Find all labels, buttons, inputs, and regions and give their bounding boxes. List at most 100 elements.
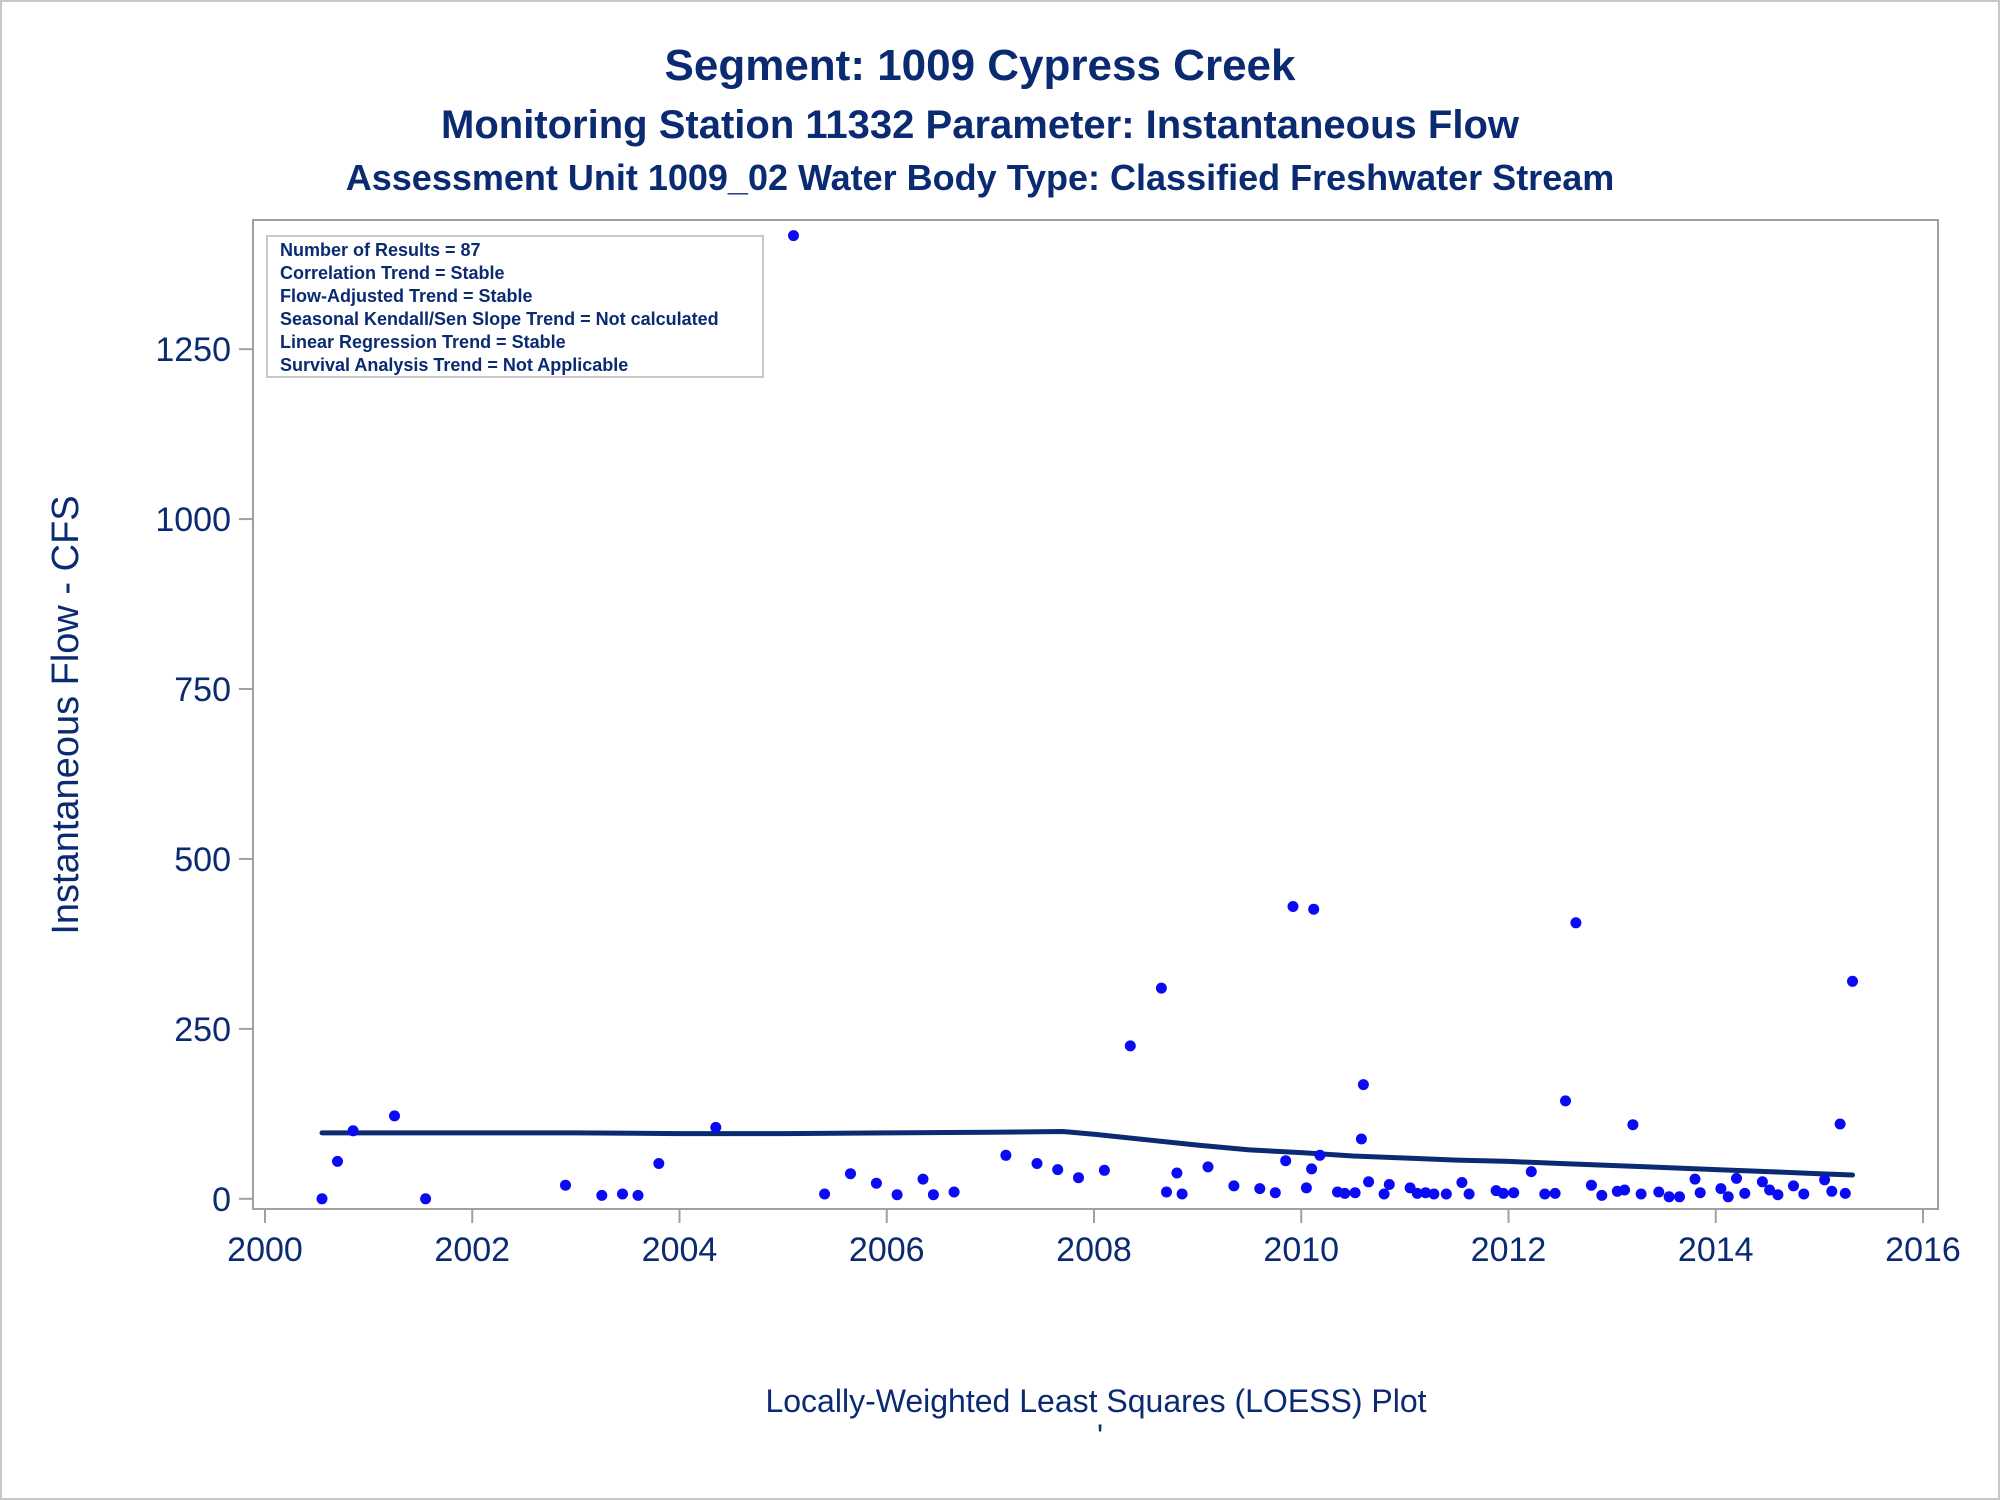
data-point bbox=[1722, 1191, 1734, 1203]
data-point bbox=[1363, 1176, 1375, 1188]
data-point bbox=[389, 1110, 400, 1122]
data-point bbox=[948, 1186, 960, 1198]
data-point bbox=[1508, 1187, 1520, 1199]
data-point bbox=[1585, 1179, 1597, 1191]
data-point bbox=[1306, 1163, 1318, 1175]
data-point bbox=[1378, 1188, 1390, 1200]
data-point bbox=[1627, 1119, 1639, 1131]
data-point bbox=[1124, 1040, 1136, 1052]
stats-line: Correlation Trend = Stable bbox=[280, 263, 505, 283]
data-point bbox=[316, 1193, 328, 1205]
data-point bbox=[596, 1189, 608, 1201]
data-point bbox=[1383, 1179, 1395, 1190]
data-point bbox=[1663, 1191, 1675, 1203]
data-point bbox=[1549, 1187, 1561, 1199]
data-point bbox=[1411, 1187, 1423, 1199]
y-tick-label: 0 bbox=[212, 1181, 231, 1219]
data-point bbox=[1000, 1149, 1012, 1161]
data-point bbox=[1357, 1079, 1369, 1091]
data-point bbox=[1731, 1172, 1742, 1184]
data-point bbox=[1772, 1189, 1784, 1201]
data-point bbox=[1355, 1133, 1367, 1145]
data-point bbox=[1826, 1185, 1838, 1197]
y-tick-label: 250 bbox=[174, 1011, 231, 1049]
loess-layer bbox=[319, 1129, 1855, 1178]
data-point bbox=[1463, 1188, 1475, 1200]
stats-line: Number of Results = 87 bbox=[280, 240, 481, 260]
data-point bbox=[653, 1158, 665, 1169]
loess-line bbox=[319, 1129, 1855, 1178]
data-point bbox=[1764, 1184, 1776, 1196]
data-point bbox=[1161, 1186, 1172, 1198]
data-point bbox=[1525, 1166, 1537, 1178]
x-tick-label: 2012 bbox=[1471, 1231, 1547, 1269]
data-point bbox=[917, 1173, 929, 1185]
data-point bbox=[1228, 1180, 1240, 1192]
x-tick-label: 2014 bbox=[1678, 1231, 1754, 1269]
stats-line: Survival Analysis Trend = Not Applicable bbox=[280, 355, 628, 375]
data-point bbox=[1308, 903, 1320, 915]
x-tick-label: 2006 bbox=[849, 1231, 925, 1269]
data-point bbox=[1694, 1187, 1706, 1199]
data-point bbox=[891, 1189, 903, 1201]
data-point bbox=[1839, 1187, 1851, 1199]
data-point bbox=[1456, 1177, 1468, 1188]
data-point bbox=[1653, 1186, 1665, 1198]
data-point bbox=[1420, 1187, 1432, 1199]
y-tick-label: 500 bbox=[174, 841, 231, 879]
x-tick-label: 2004 bbox=[642, 1231, 718, 1269]
data-point bbox=[1287, 901, 1299, 912]
footer-mark: ' bbox=[1097, 1418, 1103, 1454]
data-point bbox=[1171, 1167, 1183, 1179]
data-point bbox=[1440, 1188, 1452, 1200]
data-point bbox=[1176, 1188, 1188, 1200]
data-point bbox=[1689, 1173, 1701, 1185]
data-point bbox=[845, 1168, 856, 1180]
data-point bbox=[1314, 1149, 1326, 1161]
data-point bbox=[1202, 1161, 1214, 1173]
stats-box: Number of Results = 87 Correlation Trend… bbox=[266, 235, 764, 378]
data-point bbox=[1155, 982, 1167, 994]
x-axis: 2000 2002 2004 2006 2008 2010 2012 2014 2016 bbox=[227, 1209, 1961, 1269]
points-layer bbox=[316, 230, 1858, 1205]
y-axis-label: Instantaneous Flow - CFS bbox=[45, 495, 87, 934]
stats-line: Linear Regression Trend = Stable bbox=[280, 332, 566, 352]
data-point bbox=[819, 1188, 831, 1200]
data-point bbox=[1739, 1187, 1751, 1199]
stats-line: Flow-Adjusted Trend = Stable bbox=[280, 286, 533, 306]
data-point bbox=[632, 1189, 644, 1201]
data-point bbox=[1560, 1095, 1571, 1107]
x-tick-label: 2016 bbox=[1885, 1231, 1961, 1269]
chart-title: Segment: 1009 Cypress Creek bbox=[665, 41, 1297, 90]
data-point bbox=[1798, 1188, 1810, 1200]
data-point bbox=[927, 1189, 939, 1201]
data-point bbox=[1031, 1158, 1043, 1169]
plot-area bbox=[252, 219, 1939, 1210]
chart-subtitle-2: Assessment Unit 1009_02 Water Body Type:… bbox=[346, 157, 1615, 198]
chart-subtitle: Monitoring Station 11332 Parameter: Inst… bbox=[441, 103, 1520, 147]
stats-box-border bbox=[266, 235, 764, 378]
data-point bbox=[1269, 1187, 1281, 1199]
data-point bbox=[1254, 1183, 1266, 1195]
data-point bbox=[1052, 1164, 1064, 1176]
data-point bbox=[870, 1177, 882, 1189]
data-point bbox=[1756, 1176, 1768, 1188]
data-point bbox=[1619, 1184, 1631, 1196]
data-point bbox=[1339, 1187, 1351, 1199]
data-point bbox=[420, 1193, 432, 1205]
data-point bbox=[347, 1125, 359, 1137]
y-tick-label: 1000 bbox=[155, 501, 231, 539]
x-tick-label: 2002 bbox=[434, 1231, 510, 1269]
data-point bbox=[1539, 1188, 1551, 1200]
data-point bbox=[1300, 1182, 1312, 1194]
data-point bbox=[1098, 1164, 1110, 1176]
data-point bbox=[1497, 1187, 1509, 1199]
data-point bbox=[1834, 1118, 1846, 1130]
data-point bbox=[1788, 1180, 1799, 1192]
data-point bbox=[1596, 1189, 1608, 1201]
y-tick-label: 750 bbox=[174, 671, 231, 709]
footer-text: Locally-Weighted Least Squares (LOESS) P… bbox=[765, 1383, 1426, 1419]
data-point bbox=[1847, 975, 1858, 987]
data-point bbox=[710, 1121, 722, 1133]
